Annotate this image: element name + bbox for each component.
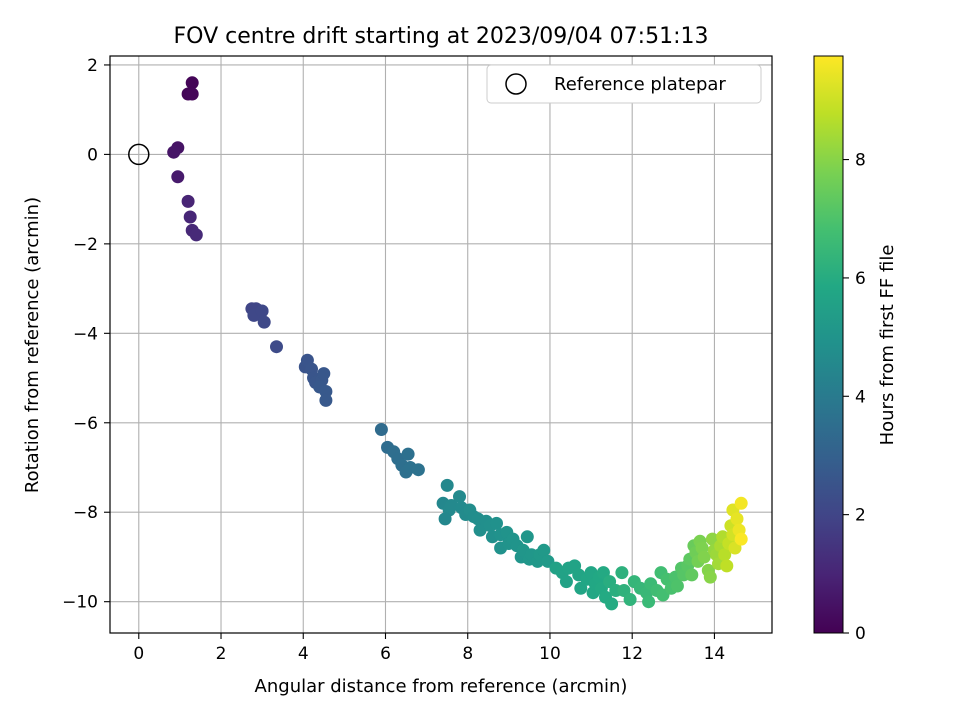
reference-platepar-marker [128,143,150,166]
data-point [374,423,388,436]
data-point [537,543,551,557]
y-tick-label: −8 [73,503,98,523]
data-point [697,550,711,564]
x-tick-label: 4 [298,644,309,664]
colorbar-tick-label: 2 [855,506,866,526]
data-point [185,87,199,101]
y-tick-label: −2 [73,235,98,255]
data-point [317,367,331,381]
data-point [730,512,744,526]
y-axis-ticks: −10 −8 −6 −4 −2 0 2 [62,56,110,613]
y-tick-label: 2 [87,56,98,76]
x-tick-label: 0 [133,644,144,664]
data-point [490,516,503,530]
data-point [623,593,637,606]
colorbar-ticks: 0 2 4 6 8 [843,151,866,644]
colorbar-tick-label: 6 [855,269,866,289]
data-point [270,340,283,354]
data-point [685,568,699,582]
plot-frame [109,55,773,634]
data-point [401,447,415,461]
legend-box [486,64,762,104]
x-axis-label: Angular distance from reference (arcmin) [255,676,628,697]
data-point [605,597,619,611]
y-tick-label: −10 [62,593,98,613]
data-point [189,228,203,242]
data-point [520,530,534,544]
legend: Reference platepar [486,64,762,104]
data-point [720,559,734,573]
y-tick-label: 0 [87,145,98,165]
data-point [453,490,466,504]
data-point [703,570,717,584]
colorbar [813,55,844,634]
x-tick-label: 12 [621,644,643,664]
data-point [718,548,732,562]
data-point [255,304,269,318]
data-point [257,315,271,329]
colorbar-tick-label: 8 [855,151,866,171]
colorbar-tick-label: 0 [855,624,866,644]
data-points [167,76,748,611]
legend-entry-reference: Reference platepar [554,74,726,95]
data-point [319,385,333,398]
data-point [181,194,195,208]
data-point [734,532,748,546]
data-point [411,463,425,477]
data-point [185,76,199,90]
y-axis-label: Rotation from reference (arcmin) [22,197,43,493]
chart-title: FOV centre drift starting at 2023/09/04 … [174,24,709,49]
data-point [615,566,629,580]
data-point [444,499,458,512]
grid-lines [110,56,772,633]
x-tick-label: 2 [216,644,227,664]
x-tick-label: 14 [704,644,726,664]
x-tick-label: 10 [539,644,561,664]
data-point [559,575,573,589]
y-tick-label: −6 [73,414,98,434]
data-point [440,478,454,492]
colorbar-label: Hours from first FF file [877,245,898,446]
data-point [642,595,656,609]
data-point [183,210,197,224]
data-point [171,170,185,184]
colorbar-tick-label: 4 [855,387,866,407]
y-tick-label: −4 [73,324,98,344]
x-tick-label: 8 [462,644,473,664]
data-point [167,145,181,159]
reference-marker [128,143,150,166]
data-point [438,512,452,526]
data-point [670,579,684,593]
legend-marker [505,73,527,95]
x-axis-ticks: 0 2 4 6 8 10 12 14 [133,633,725,664]
data-point [319,393,333,407]
x-tick-label: 6 [380,644,391,664]
data-point [734,496,748,510]
